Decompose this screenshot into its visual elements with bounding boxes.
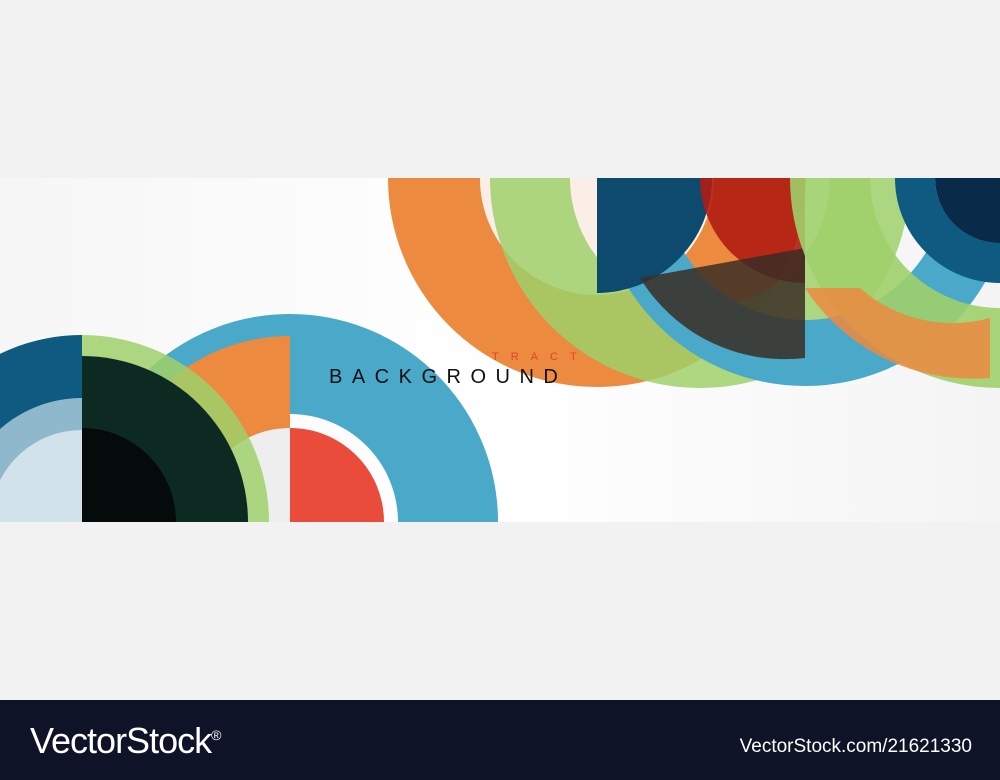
watermark-footer: VectorStock® VectorStock.com/21621330: [0, 700, 1000, 780]
vectorstock-logo: VectorStock®: [30, 720, 221, 761]
image-url: VectorStock.com/21621330: [739, 736, 972, 757]
headline: BACKGROUND: [329, 366, 568, 388]
subheadline: TRACT: [492, 351, 589, 363]
abstract-circles-artwork: [0, 178, 1000, 522]
